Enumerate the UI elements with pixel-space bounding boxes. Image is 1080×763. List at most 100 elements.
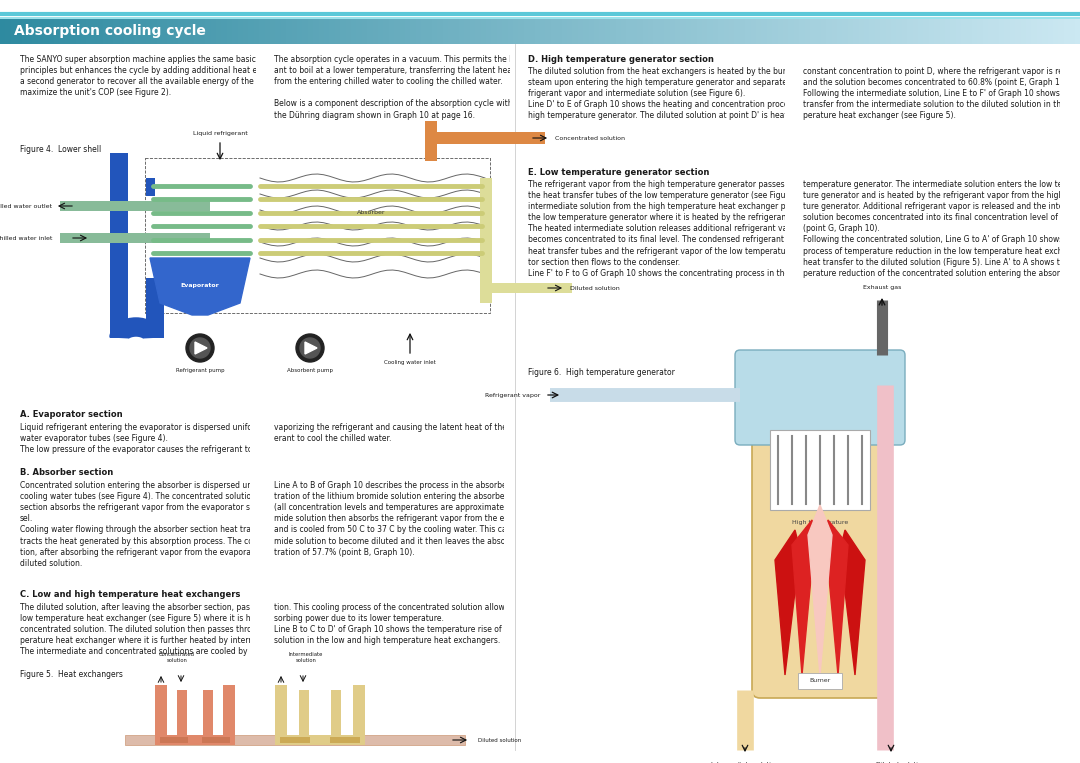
Bar bbox=[875, 19, 880, 44]
Bar bbox=[5, 19, 11, 44]
Bar bbox=[330, 737, 360, 743]
Bar bbox=[27, 19, 32, 44]
Bar bbox=[972, 19, 977, 44]
Bar bbox=[416, 19, 421, 44]
Bar bbox=[1069, 19, 1075, 44]
Bar bbox=[464, 19, 470, 44]
Circle shape bbox=[190, 338, 210, 358]
Bar bbox=[826, 19, 832, 44]
Bar bbox=[1048, 19, 1053, 44]
Bar bbox=[707, 19, 713, 44]
Bar bbox=[632, 19, 637, 44]
Bar bbox=[1010, 19, 1015, 44]
Bar bbox=[97, 19, 103, 44]
Bar bbox=[680, 19, 686, 44]
Bar bbox=[421, 19, 427, 44]
Bar bbox=[907, 19, 913, 44]
Text: Absorbent pump: Absorbent pump bbox=[287, 368, 333, 373]
Text: The refrigerant vapor from the high temperature generator passes through
the hea: The refrigerant vapor from the high temp… bbox=[528, 180, 825, 278]
Bar bbox=[956, 19, 961, 44]
Text: Refrigerant pump: Refrigerant pump bbox=[176, 368, 225, 373]
Text: High temperature
generator: High temperature generator bbox=[792, 520, 848, 531]
Bar bbox=[740, 355, 900, 435]
Bar bbox=[778, 19, 783, 44]
Bar bbox=[1058, 19, 1064, 44]
Bar bbox=[864, 19, 869, 44]
Bar bbox=[410, 19, 416, 44]
Bar bbox=[896, 19, 902, 44]
Bar bbox=[729, 19, 734, 44]
Bar bbox=[572, 19, 578, 44]
Bar bbox=[653, 19, 659, 44]
Polygon shape bbox=[825, 520, 848, 675]
Bar bbox=[923, 19, 929, 44]
Bar bbox=[535, 19, 540, 44]
Bar bbox=[329, 19, 335, 44]
Bar bbox=[0, 19, 5, 44]
Bar bbox=[49, 19, 54, 44]
Bar bbox=[950, 19, 956, 44]
Bar bbox=[60, 201, 210, 211]
Bar bbox=[751, 19, 756, 44]
Bar bbox=[691, 19, 697, 44]
Bar bbox=[146, 278, 164, 338]
Text: Concentrated
solution: Concentrated solution bbox=[159, 652, 195, 663]
Text: Absorption cooling cycle: Absorption cooling cycle bbox=[14, 24, 206, 38]
Polygon shape bbox=[792, 520, 815, 675]
Polygon shape bbox=[775, 530, 800, 675]
Bar bbox=[756, 19, 761, 44]
Text: A. Evaporator section: A. Evaporator section bbox=[21, 410, 123, 419]
Text: temperature generator. The intermediate solution enters the low tempera-
ture ge: temperature generator. The intermediate … bbox=[804, 180, 1080, 278]
Bar bbox=[913, 19, 918, 44]
Bar bbox=[108, 19, 113, 44]
Bar bbox=[1042, 19, 1048, 44]
Bar bbox=[140, 19, 146, 44]
Bar bbox=[988, 19, 994, 44]
Bar bbox=[832, 19, 837, 44]
Bar bbox=[713, 19, 718, 44]
Bar bbox=[243, 19, 248, 44]
Bar bbox=[491, 19, 497, 44]
Bar bbox=[346, 19, 351, 44]
Text: constant concentration to point D, where the refrigerant vapor is released
and t: constant concentration to point D, where… bbox=[804, 67, 1080, 121]
Bar bbox=[977, 19, 983, 44]
Bar bbox=[92, 19, 97, 44]
Bar bbox=[767, 19, 772, 44]
Text: Diluted solution: Diluted solution bbox=[570, 285, 620, 291]
Bar bbox=[113, 19, 119, 44]
Bar bbox=[497, 19, 502, 44]
Text: Absorber: Absorber bbox=[356, 211, 386, 215]
Bar bbox=[400, 19, 405, 44]
Bar bbox=[211, 19, 216, 44]
Bar bbox=[426, 132, 545, 144]
Bar bbox=[286, 19, 292, 44]
Bar bbox=[43, 19, 49, 44]
Bar bbox=[135, 19, 140, 44]
Text: D. High temperature generator section: D. High temperature generator section bbox=[528, 55, 714, 64]
Bar bbox=[610, 19, 616, 44]
Bar bbox=[308, 19, 313, 44]
Bar bbox=[299, 690, 309, 735]
Bar bbox=[254, 19, 259, 44]
Bar bbox=[389, 19, 394, 44]
Bar bbox=[432, 19, 437, 44]
FancyBboxPatch shape bbox=[752, 412, 888, 698]
Bar bbox=[848, 19, 853, 44]
Bar bbox=[886, 19, 891, 44]
Bar bbox=[983, 19, 988, 44]
Bar bbox=[167, 19, 173, 44]
Bar bbox=[551, 19, 556, 44]
Bar bbox=[859, 19, 864, 44]
Bar bbox=[599, 19, 605, 44]
Bar bbox=[81, 19, 86, 44]
Bar bbox=[815, 19, 821, 44]
Bar bbox=[59, 19, 65, 44]
Bar bbox=[275, 19, 281, 44]
Bar bbox=[518, 19, 524, 44]
Bar bbox=[583, 19, 589, 44]
Bar bbox=[524, 19, 529, 44]
Bar bbox=[202, 737, 230, 743]
Text: Intermediate
solution: Intermediate solution bbox=[288, 652, 323, 663]
Bar bbox=[103, 19, 108, 44]
Bar bbox=[589, 19, 594, 44]
